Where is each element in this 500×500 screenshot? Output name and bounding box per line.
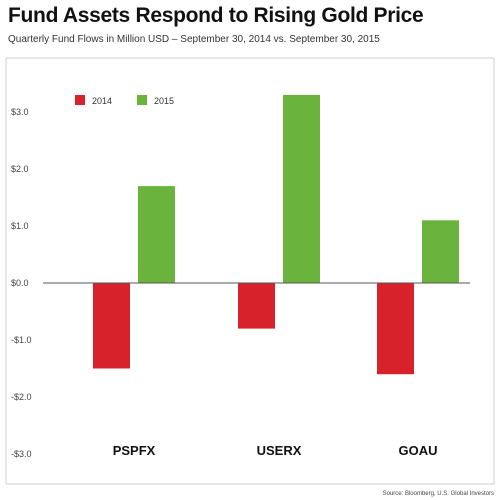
legend-label-2015: 2015	[154, 96, 174, 106]
y-tick-label: $0.0	[11, 278, 29, 288]
category-label: PSPFX	[113, 443, 156, 458]
y-axis-ticks: $3.0 $2.0 $1.0 $0.0 -$1.0 -$2.0 -$3.0	[11, 107, 32, 459]
category-label: USERX	[257, 443, 302, 458]
y-tick-label: $2.0	[11, 164, 29, 174]
bar-goau-2014	[377, 283, 414, 375]
legend-swatch-2015	[137, 95, 147, 105]
chart-title: Fund Assets Respond to Rising Gold Price	[8, 4, 424, 27]
category-labels: PSPFX USERX GOAU	[113, 443, 438, 458]
bars	[93, 94, 459, 375]
bar-pspfx-2014	[93, 283, 130, 369]
legend-swatch-2014	[75, 95, 85, 105]
legend: 2014 2015	[75, 95, 174, 106]
y-tick-label: -$1.0	[11, 335, 32, 345]
bar-userx-2015	[283, 94, 320, 284]
bar-pspfx-2015	[138, 186, 175, 283]
legend-label-2014: 2014	[92, 96, 112, 106]
chart-frame	[5, 57, 495, 485]
category-label: GOAU	[399, 443, 438, 458]
bar-userx-2014	[238, 283, 275, 329]
y-tick-label: -$3.0	[11, 449, 32, 459]
chart-subtitle: Quarterly Fund Flows in Million USD – Se…	[8, 34, 380, 45]
source-note: Source: Bloomberg, U.S. Global Investors	[382, 491, 494, 497]
bar-goau-2015	[422, 220, 459, 283]
y-tick-label: -$2.0	[11, 392, 32, 402]
y-tick-label: $1.0	[11, 221, 29, 231]
y-tick-label: $3.0	[11, 107, 29, 117]
